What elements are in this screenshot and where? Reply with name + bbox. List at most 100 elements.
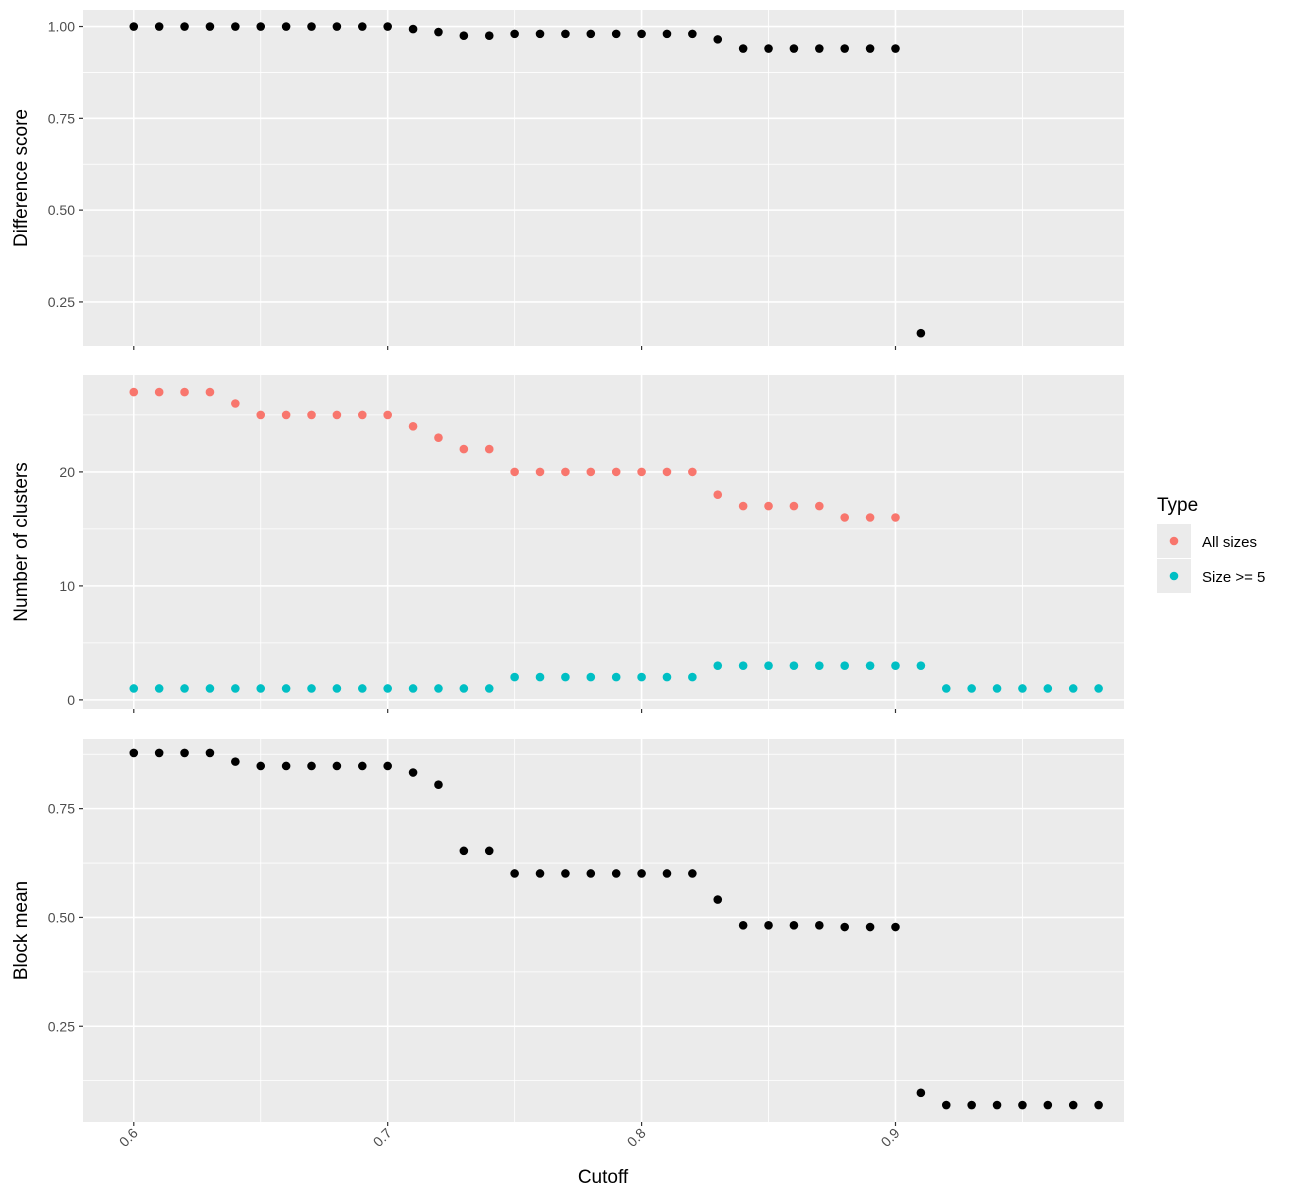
data-point-difference-score bbox=[281, 22, 291, 31]
data-point-block-mean bbox=[764, 920, 773, 930]
data-point-all-sizes bbox=[764, 501, 773, 511]
data-point-difference-score bbox=[434, 27, 443, 37]
data-point-size-5 bbox=[916, 661, 926, 670]
data-point-difference-score bbox=[688, 29, 697, 39]
data-point-block-mean bbox=[408, 768, 418, 777]
panel-number-of-clusters: 0 10 20 Number of clusters bbox=[11, 375, 1124, 713]
data-point-size-5 bbox=[891, 661, 900, 670]
data-point-size-5 bbox=[256, 684, 266, 693]
data-point-all-sizes bbox=[611, 467, 621, 477]
data-point-difference-score bbox=[180, 22, 189, 31]
data-point-block-mean bbox=[941, 1100, 951, 1110]
data-point-all-sizes bbox=[586, 467, 596, 477]
data-point-block-mean bbox=[510, 869, 519, 878]
data-point-difference-score bbox=[586, 29, 596, 39]
data-point-difference-score bbox=[611, 29, 621, 39]
data-point-all-sizes bbox=[535, 467, 545, 477]
data-point-block-mean bbox=[434, 780, 443, 789]
data-point-size-5 bbox=[1094, 684, 1103, 693]
data-point-block-mean bbox=[916, 1088, 926, 1098]
data-point-difference-score bbox=[713, 35, 723, 44]
data-point-difference-score bbox=[231, 22, 240, 31]
data-point-all-sizes bbox=[662, 467, 672, 477]
data-point-all-sizes bbox=[205, 387, 215, 397]
data-point-all-sizes bbox=[815, 501, 824, 511]
data-point-block-mean bbox=[865, 922, 875, 932]
data-point-block-mean bbox=[789, 920, 799, 930]
x-tick-label: 0.6 bbox=[116, 1125, 141, 1150]
data-point-difference-score bbox=[459, 31, 469, 41]
data-point-size-5 bbox=[941, 684, 951, 693]
data-point-size-5 bbox=[408, 684, 418, 693]
data-point-difference-score bbox=[154, 22, 164, 31]
data-point-difference-score bbox=[484, 31, 494, 41]
data-point-all-sizes bbox=[408, 421, 418, 431]
data-point-difference-score bbox=[561, 29, 570, 39]
data-point-block-mean bbox=[637, 869, 646, 878]
data-point-block-mean bbox=[713, 895, 723, 904]
data-point-block-mean bbox=[357, 761, 367, 771]
data-point-difference-score bbox=[535, 29, 545, 39]
data-point-difference-score bbox=[738, 44, 748, 53]
data-point-difference-score bbox=[840, 44, 850, 53]
y-tick-label: 0.75 bbox=[48, 110, 75, 126]
data-point-block-mean bbox=[180, 748, 189, 758]
y-axis-title: Block mean bbox=[11, 881, 32, 980]
x-tick-label: 0.7 bbox=[370, 1125, 395, 1150]
data-point-all-sizes bbox=[231, 399, 240, 408]
data-point-size-5 bbox=[459, 684, 469, 693]
data-point-block-mean bbox=[332, 761, 342, 771]
data-point-size-5 bbox=[535, 672, 545, 682]
data-point-difference-score bbox=[408, 24, 418, 34]
data-point-block-mean bbox=[586, 869, 596, 878]
data-point-block-mean bbox=[231, 757, 240, 766]
data-point-size-5 bbox=[1043, 684, 1053, 693]
data-point-block-mean bbox=[1018, 1100, 1027, 1110]
data-point-difference-score bbox=[637, 29, 646, 39]
data-point-size-5 bbox=[637, 672, 646, 682]
data-point-block-mean bbox=[205, 748, 215, 758]
data-point-block-mean bbox=[662, 869, 672, 878]
data-point-difference-score bbox=[383, 22, 392, 31]
data-point-difference-score bbox=[916, 328, 926, 338]
y-tick-label: 0.50 bbox=[48, 909, 75, 925]
data-point-all-sizes bbox=[637, 467, 646, 477]
data-point-block-mean bbox=[256, 761, 266, 771]
data-point-block-mean bbox=[383, 761, 392, 771]
y-tick-label: 10 bbox=[59, 578, 75, 594]
data-point-all-sizes bbox=[484, 444, 494, 454]
data-point-size-5 bbox=[484, 684, 494, 693]
data-point-size-5 bbox=[180, 684, 189, 693]
data-point-difference-score bbox=[510, 29, 519, 39]
data-point-difference-score bbox=[357, 22, 367, 31]
data-point-all-sizes bbox=[789, 501, 799, 511]
data-point-size-5 bbox=[307, 684, 316, 693]
data-point-difference-score bbox=[789, 44, 799, 53]
data-point-block-mean bbox=[688, 869, 697, 878]
data-point-all-sizes bbox=[840, 513, 850, 522]
data-point-all-sizes bbox=[256, 410, 266, 420]
data-point-size-5 bbox=[205, 684, 215, 693]
y-tick-label: 0.25 bbox=[48, 1018, 75, 1034]
chart-panels: 0.25 0.50 0.75 1.00 Difference score 0 10 20 Num… bbox=[11, 10, 1124, 1150]
data-point-block-mean bbox=[484, 846, 494, 856]
data-point-size-5 bbox=[510, 672, 519, 682]
data-point-size-5 bbox=[840, 661, 850, 670]
data-point-difference-score bbox=[662, 29, 672, 39]
data-point-all-sizes bbox=[129, 387, 139, 397]
data-point-all-sizes bbox=[383, 410, 392, 420]
data-point-difference-score bbox=[332, 22, 342, 31]
legend-label-size-5: Size >= 5 bbox=[1202, 569, 1265, 586]
x-tick-label: 0.8 bbox=[624, 1125, 649, 1150]
data-point-difference-score bbox=[815, 44, 824, 53]
data-point-difference-score bbox=[865, 44, 875, 53]
data-point-block-mean bbox=[967, 1100, 976, 1110]
data-point-size-5 bbox=[1018, 684, 1027, 693]
panel-difference-score: 0.25 0.50 0.75 1.00 Difference score bbox=[11, 10, 1124, 350]
x-tick-label: 0.9 bbox=[878, 1125, 903, 1150]
data-point-block-mean bbox=[561, 869, 570, 878]
data-point-size-5 bbox=[332, 684, 342, 693]
panel-background bbox=[83, 10, 1124, 346]
data-point-block-mean bbox=[840, 922, 850, 932]
x-axis-title: Cutoff bbox=[578, 1167, 629, 1188]
